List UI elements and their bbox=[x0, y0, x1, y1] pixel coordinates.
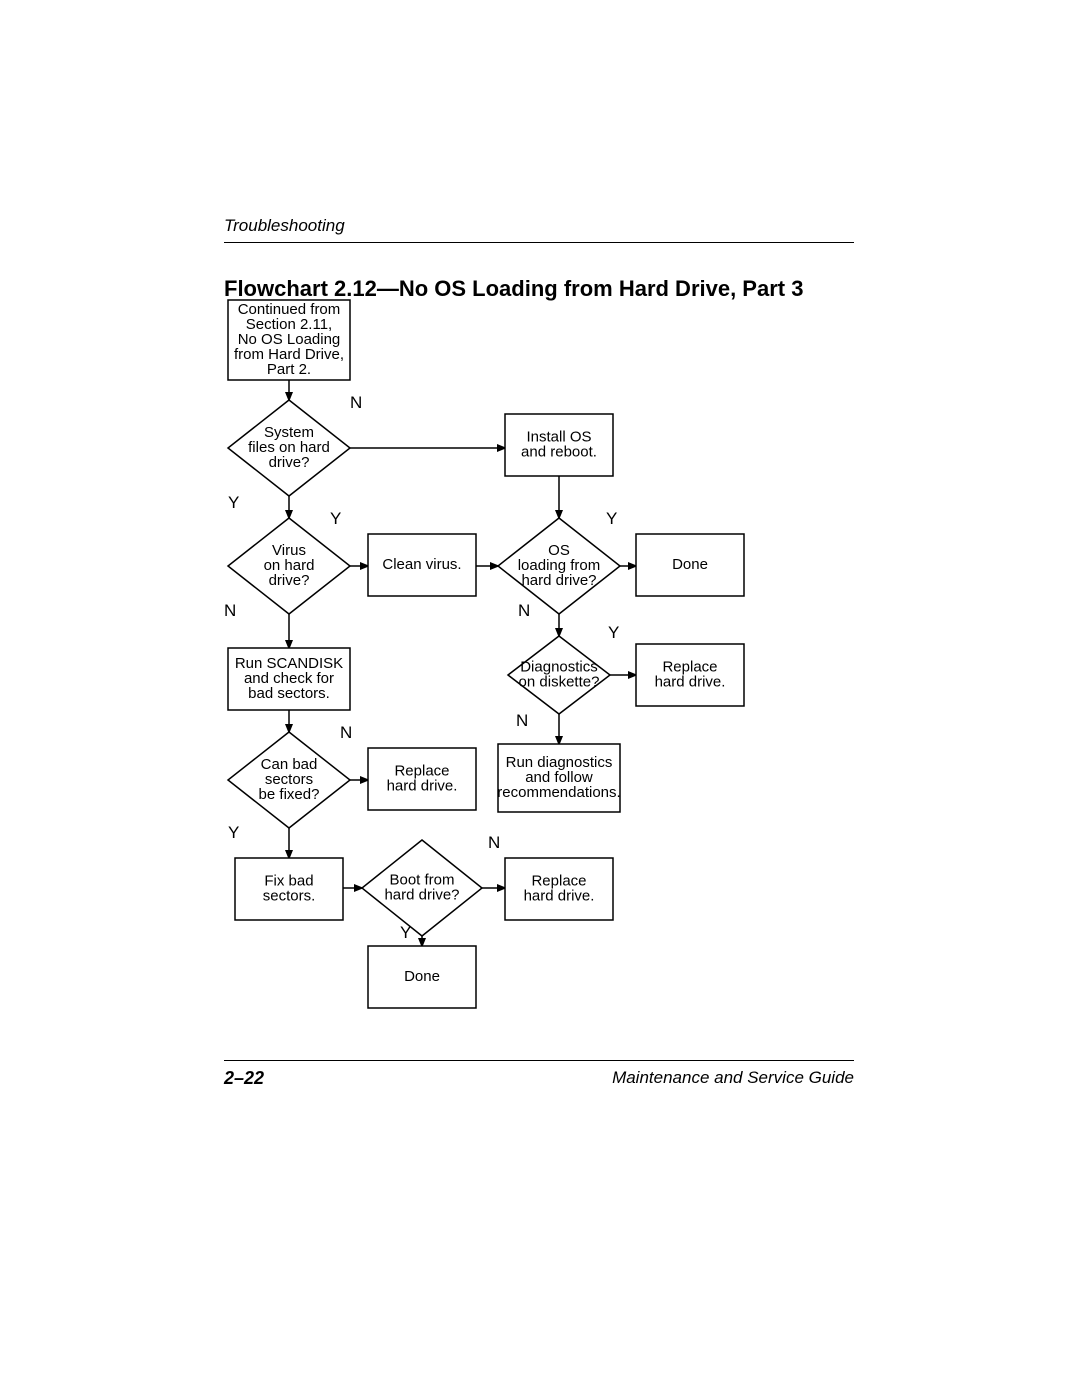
edge-label-osload-diag: N bbox=[518, 601, 530, 620]
node-replace1-line-1: hard drive. bbox=[655, 674, 726, 691]
node-sysfiles-line-2: drive? bbox=[269, 454, 310, 471]
node-done1: Done bbox=[636, 534, 744, 596]
node-start-line-4: Part 2. bbox=[267, 361, 311, 378]
edge-label-virus-clean: Y bbox=[330, 509, 341, 528]
edge-label-boot-replace3: N bbox=[488, 833, 500, 852]
node-boot-line-1: hard drive? bbox=[384, 887, 459, 904]
node-virus: Viruson harddrive? bbox=[228, 518, 350, 614]
edge-label-osload-done1: Y bbox=[606, 509, 617, 528]
node-fixbad: Fix badsectors. bbox=[235, 858, 343, 920]
flowchart-canvas: NYYNYNYNNYNY Continued fromSection 2.11,… bbox=[0, 0, 1080, 1397]
node-done2-line-0: Done bbox=[404, 968, 440, 985]
node-done1-line-0: Done bbox=[672, 556, 708, 573]
node-installos-line-1: and reboot. bbox=[521, 444, 597, 461]
node-done2: Done bbox=[368, 946, 476, 1008]
node-replace2-line-1: hard drive. bbox=[387, 778, 458, 795]
node-virus-line-2: drive? bbox=[269, 572, 310, 589]
node-clean: Clean virus. bbox=[368, 534, 476, 596]
edge-label-diag-replace1: Y bbox=[608, 623, 619, 642]
node-rundiag-line-2: recommendations. bbox=[497, 784, 620, 801]
node-clean-line-0: Clean virus. bbox=[382, 556, 461, 573]
node-start: Continued fromSection 2.11,No OS Loading… bbox=[228, 300, 350, 380]
edge-label-canfix-fixbad: Y bbox=[228, 823, 239, 842]
edge-label-sysfiles-virus: Y bbox=[228, 493, 239, 512]
edge-label-canfix-replace2: N bbox=[340, 723, 352, 742]
edge-label-virus-scandisk: N bbox=[224, 601, 236, 620]
node-replace3-line-1: hard drive. bbox=[524, 888, 595, 905]
node-replace2: Replacehard drive. bbox=[368, 748, 476, 810]
node-rundiag: Run diagnosticsand followrecommendations… bbox=[497, 744, 620, 812]
node-sysfiles: Systemfiles on harddrive? bbox=[228, 400, 350, 496]
node-replace1: Replacehard drive. bbox=[636, 644, 744, 706]
node-scandisk-line-2: bad sectors. bbox=[248, 685, 330, 702]
node-replace3: Replacehard drive. bbox=[505, 858, 613, 920]
node-boot: Boot fromhard drive? bbox=[362, 840, 482, 936]
edge-label-diag-rundiag: N bbox=[516, 711, 528, 730]
node-scandisk: Run SCANDISKand check forbad sectors. bbox=[228, 648, 350, 710]
node-fixbad-line-1: sectors. bbox=[263, 888, 316, 905]
node-diag: Diagnosticson diskette? bbox=[508, 636, 610, 714]
node-canfix-line-2: be fixed? bbox=[259, 786, 320, 803]
node-osload-line-2: hard drive? bbox=[521, 572, 596, 589]
node-canfix: Can badsectorsbe fixed? bbox=[228, 732, 350, 828]
node-installos: Install OSand reboot. bbox=[505, 414, 613, 476]
edge-label-sysfiles-installos: N bbox=[350, 393, 362, 412]
node-diag-line-1: on diskette? bbox=[519, 674, 600, 691]
node-osload: OSloading fromhard drive? bbox=[498, 518, 620, 614]
